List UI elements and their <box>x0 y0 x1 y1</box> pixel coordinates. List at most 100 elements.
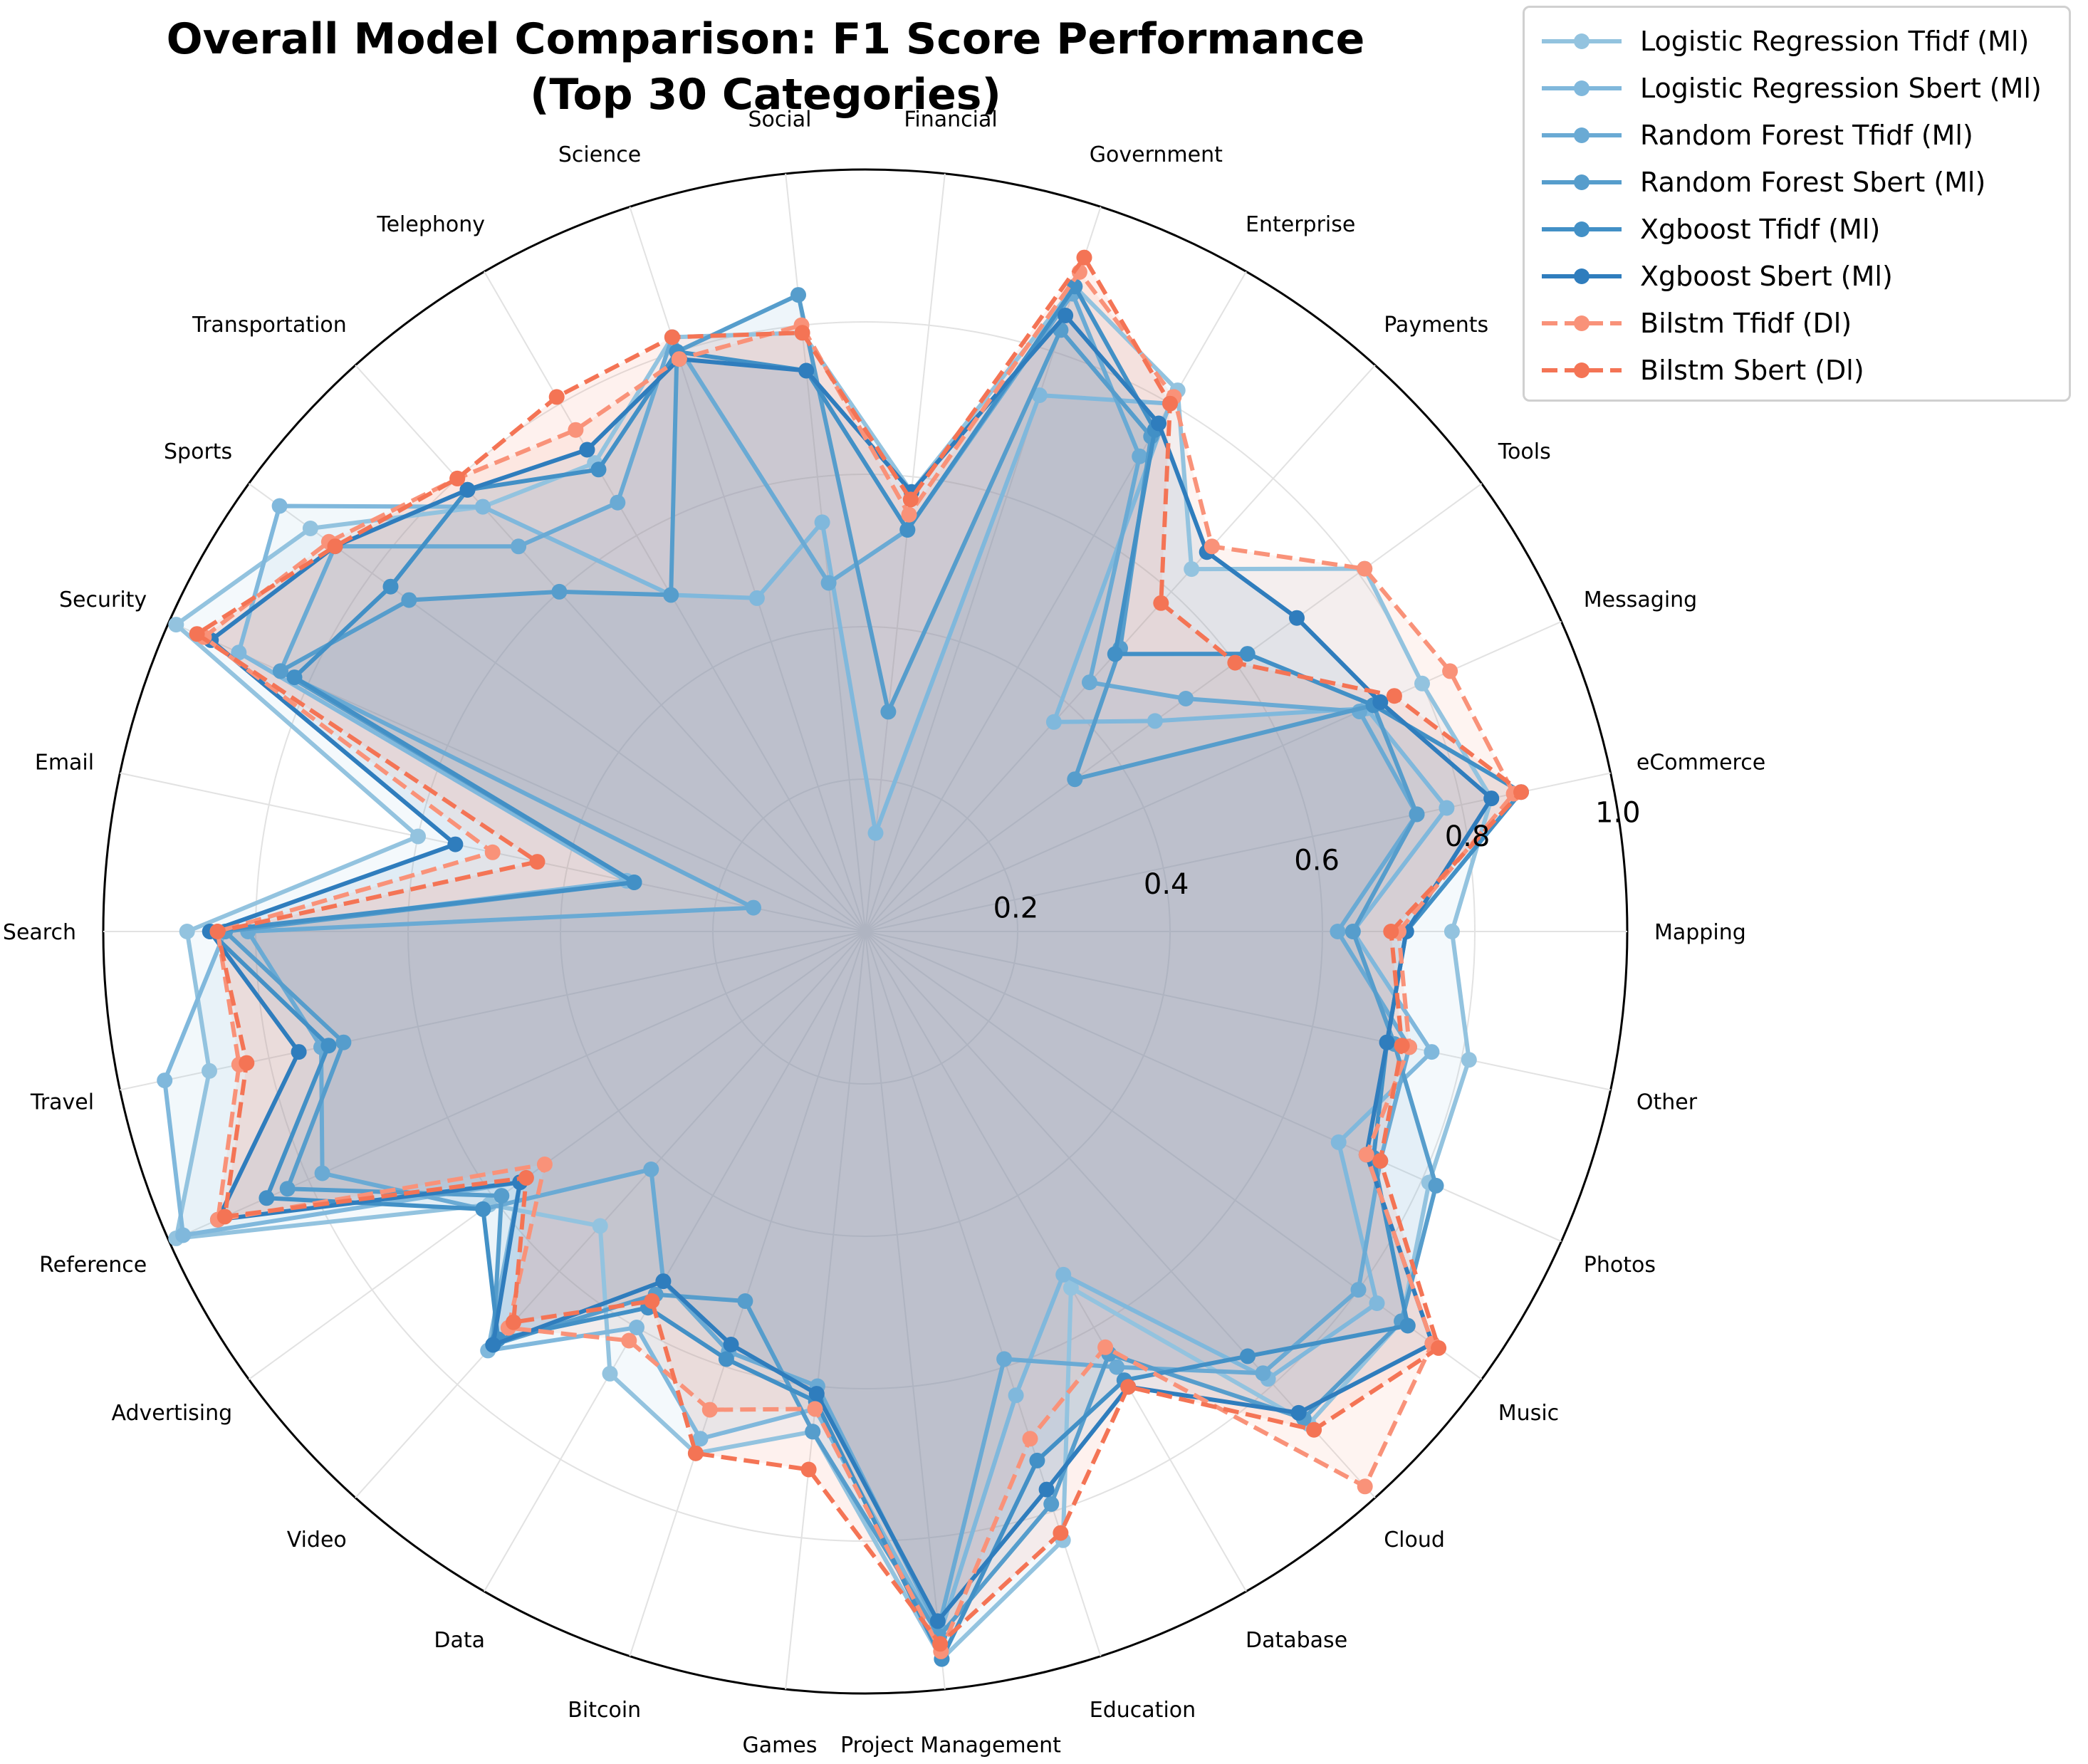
data-point-marker <box>259 1190 275 1206</box>
category-label: Financial <box>904 107 997 132</box>
data-point-marker <box>1255 1365 1271 1382</box>
series-fill <box>209 286 1521 1659</box>
category-label: Reference <box>39 1253 147 1278</box>
legend-label: Xgboost Sbert (Ml) <box>1640 261 1893 292</box>
category-label: Search <box>3 920 76 945</box>
data-point-marker <box>459 481 476 498</box>
data-point-marker <box>1082 674 1097 691</box>
legend-swatch <box>1542 315 1622 331</box>
legend-item: Random Forest Sbert (Ml) <box>1539 159 2055 206</box>
series-fill <box>204 272 1514 1651</box>
data-point-marker <box>1372 694 1389 710</box>
category-label: Database <box>1246 1628 1347 1653</box>
data-point-marker <box>1055 1266 1072 1283</box>
data-point-marker <box>314 1165 330 1181</box>
data-point-marker <box>655 1273 672 1290</box>
data-point-marker <box>929 1613 946 1629</box>
data-point-marker <box>718 1351 734 1367</box>
data-point-marker <box>506 1314 521 1330</box>
data-point-marker <box>494 1188 510 1204</box>
data-point-marker <box>327 538 343 555</box>
category-label: Telephony <box>376 212 485 237</box>
data-point-marker <box>1439 800 1455 816</box>
series-lines <box>157 249 1529 1667</box>
data-point-marker <box>644 1293 660 1309</box>
category-label: Transportation <box>192 313 347 338</box>
legend-swatch <box>1542 33 1622 49</box>
data-point-marker <box>899 522 916 538</box>
category-label: Science <box>558 142 641 167</box>
chart-title-line-1: Overall Model Comparison: F1 Score Perfo… <box>166 14 1365 64</box>
data-point-marker <box>1031 387 1048 403</box>
category-label: Security <box>59 588 147 612</box>
data-point-marker <box>1227 654 1243 671</box>
legend-label: Random Forest Tfidf (Ml) <box>1640 120 1973 151</box>
grid-spoke <box>865 931 1611 1091</box>
data-point-marker <box>536 1157 553 1172</box>
category-label: Photos <box>1584 1253 1656 1278</box>
data-point-marker <box>1330 1134 1347 1150</box>
grid-spoke <box>865 173 946 932</box>
data-point-marker <box>1038 1481 1055 1498</box>
series-fill <box>209 315 1492 1622</box>
category-label: Project Management <box>840 1733 1061 1758</box>
legend-label: Logistic Regression Sbert (Ml) <box>1640 73 2042 104</box>
category-label: Other <box>1637 1090 1698 1115</box>
data-point-marker <box>629 1320 644 1335</box>
data-point-marker <box>790 287 806 303</box>
data-point-marker <box>239 1055 255 1071</box>
data-point-marker <box>382 578 399 595</box>
data-point-marker <box>664 329 680 345</box>
category-label: Email <box>35 750 94 775</box>
data-point-marker <box>1107 646 1123 662</box>
data-point-marker <box>1151 415 1166 432</box>
grid-spoke <box>865 931 1247 1592</box>
category-label: Travel <box>30 1090 94 1115</box>
data-point-marker <box>168 617 184 633</box>
data-point-marker <box>1053 1525 1069 1541</box>
data-point-marker <box>551 583 568 600</box>
radial-tick-label: 0.2 <box>993 892 1039 925</box>
data-point-marker <box>692 1431 709 1447</box>
data-point-marker <box>302 521 318 536</box>
data-point-marker <box>1394 1038 1410 1054</box>
category-label: Video <box>287 1528 347 1552</box>
data-point-marker <box>1162 395 1178 412</box>
category-label: Education <box>1090 1698 1196 1723</box>
grid-spoke <box>865 931 946 1690</box>
category-label: Advertising <box>111 1401 232 1426</box>
series-fill <box>248 293 1417 1629</box>
data-point-marker <box>1076 249 1092 266</box>
data-point-marker <box>748 590 765 606</box>
data-point-marker <box>1409 806 1425 823</box>
data-point-marker <box>1109 1359 1125 1375</box>
data-point-marker <box>621 1332 637 1349</box>
data-point-marker <box>1132 448 1148 464</box>
data-point-marker <box>602 1365 618 1382</box>
radial-tick-label: 0.4 <box>1144 868 1189 901</box>
data-point-marker <box>1120 1379 1137 1395</box>
chart-title-line-2: (Top 30 Categories) <box>530 70 1001 120</box>
data-point-marker <box>1289 610 1305 626</box>
category-label: Tools <box>1498 439 1551 464</box>
data-point-marker <box>1240 1348 1256 1364</box>
data-point-marker <box>808 1386 825 1402</box>
radial-tick-label: 1.0 <box>1595 797 1641 830</box>
data-point-marker <box>1022 1431 1038 1447</box>
legend-label: Bilstm Tfidf (Dl) <box>1640 308 1852 339</box>
series-group <box>189 249 1529 1652</box>
data-point-marker <box>529 854 546 870</box>
data-point-marker <box>216 1209 233 1225</box>
legend-swatch <box>1542 268 1622 284</box>
data-point-marker <box>475 1201 491 1217</box>
data-point-marker <box>737 1293 753 1309</box>
legend-item: Random Forest Tfidf (Ml) <box>1539 112 2055 159</box>
data-point-marker <box>579 442 595 458</box>
data-point-marker <box>1063 1280 1079 1296</box>
data-point-marker <box>320 1038 337 1054</box>
data-point-marker <box>1345 924 1361 939</box>
data-point-marker <box>1058 308 1074 323</box>
radial-tick-label: 0.8 <box>1445 820 1491 853</box>
legend-item: Bilstm Sbert (Dl) <box>1539 347 2055 394</box>
